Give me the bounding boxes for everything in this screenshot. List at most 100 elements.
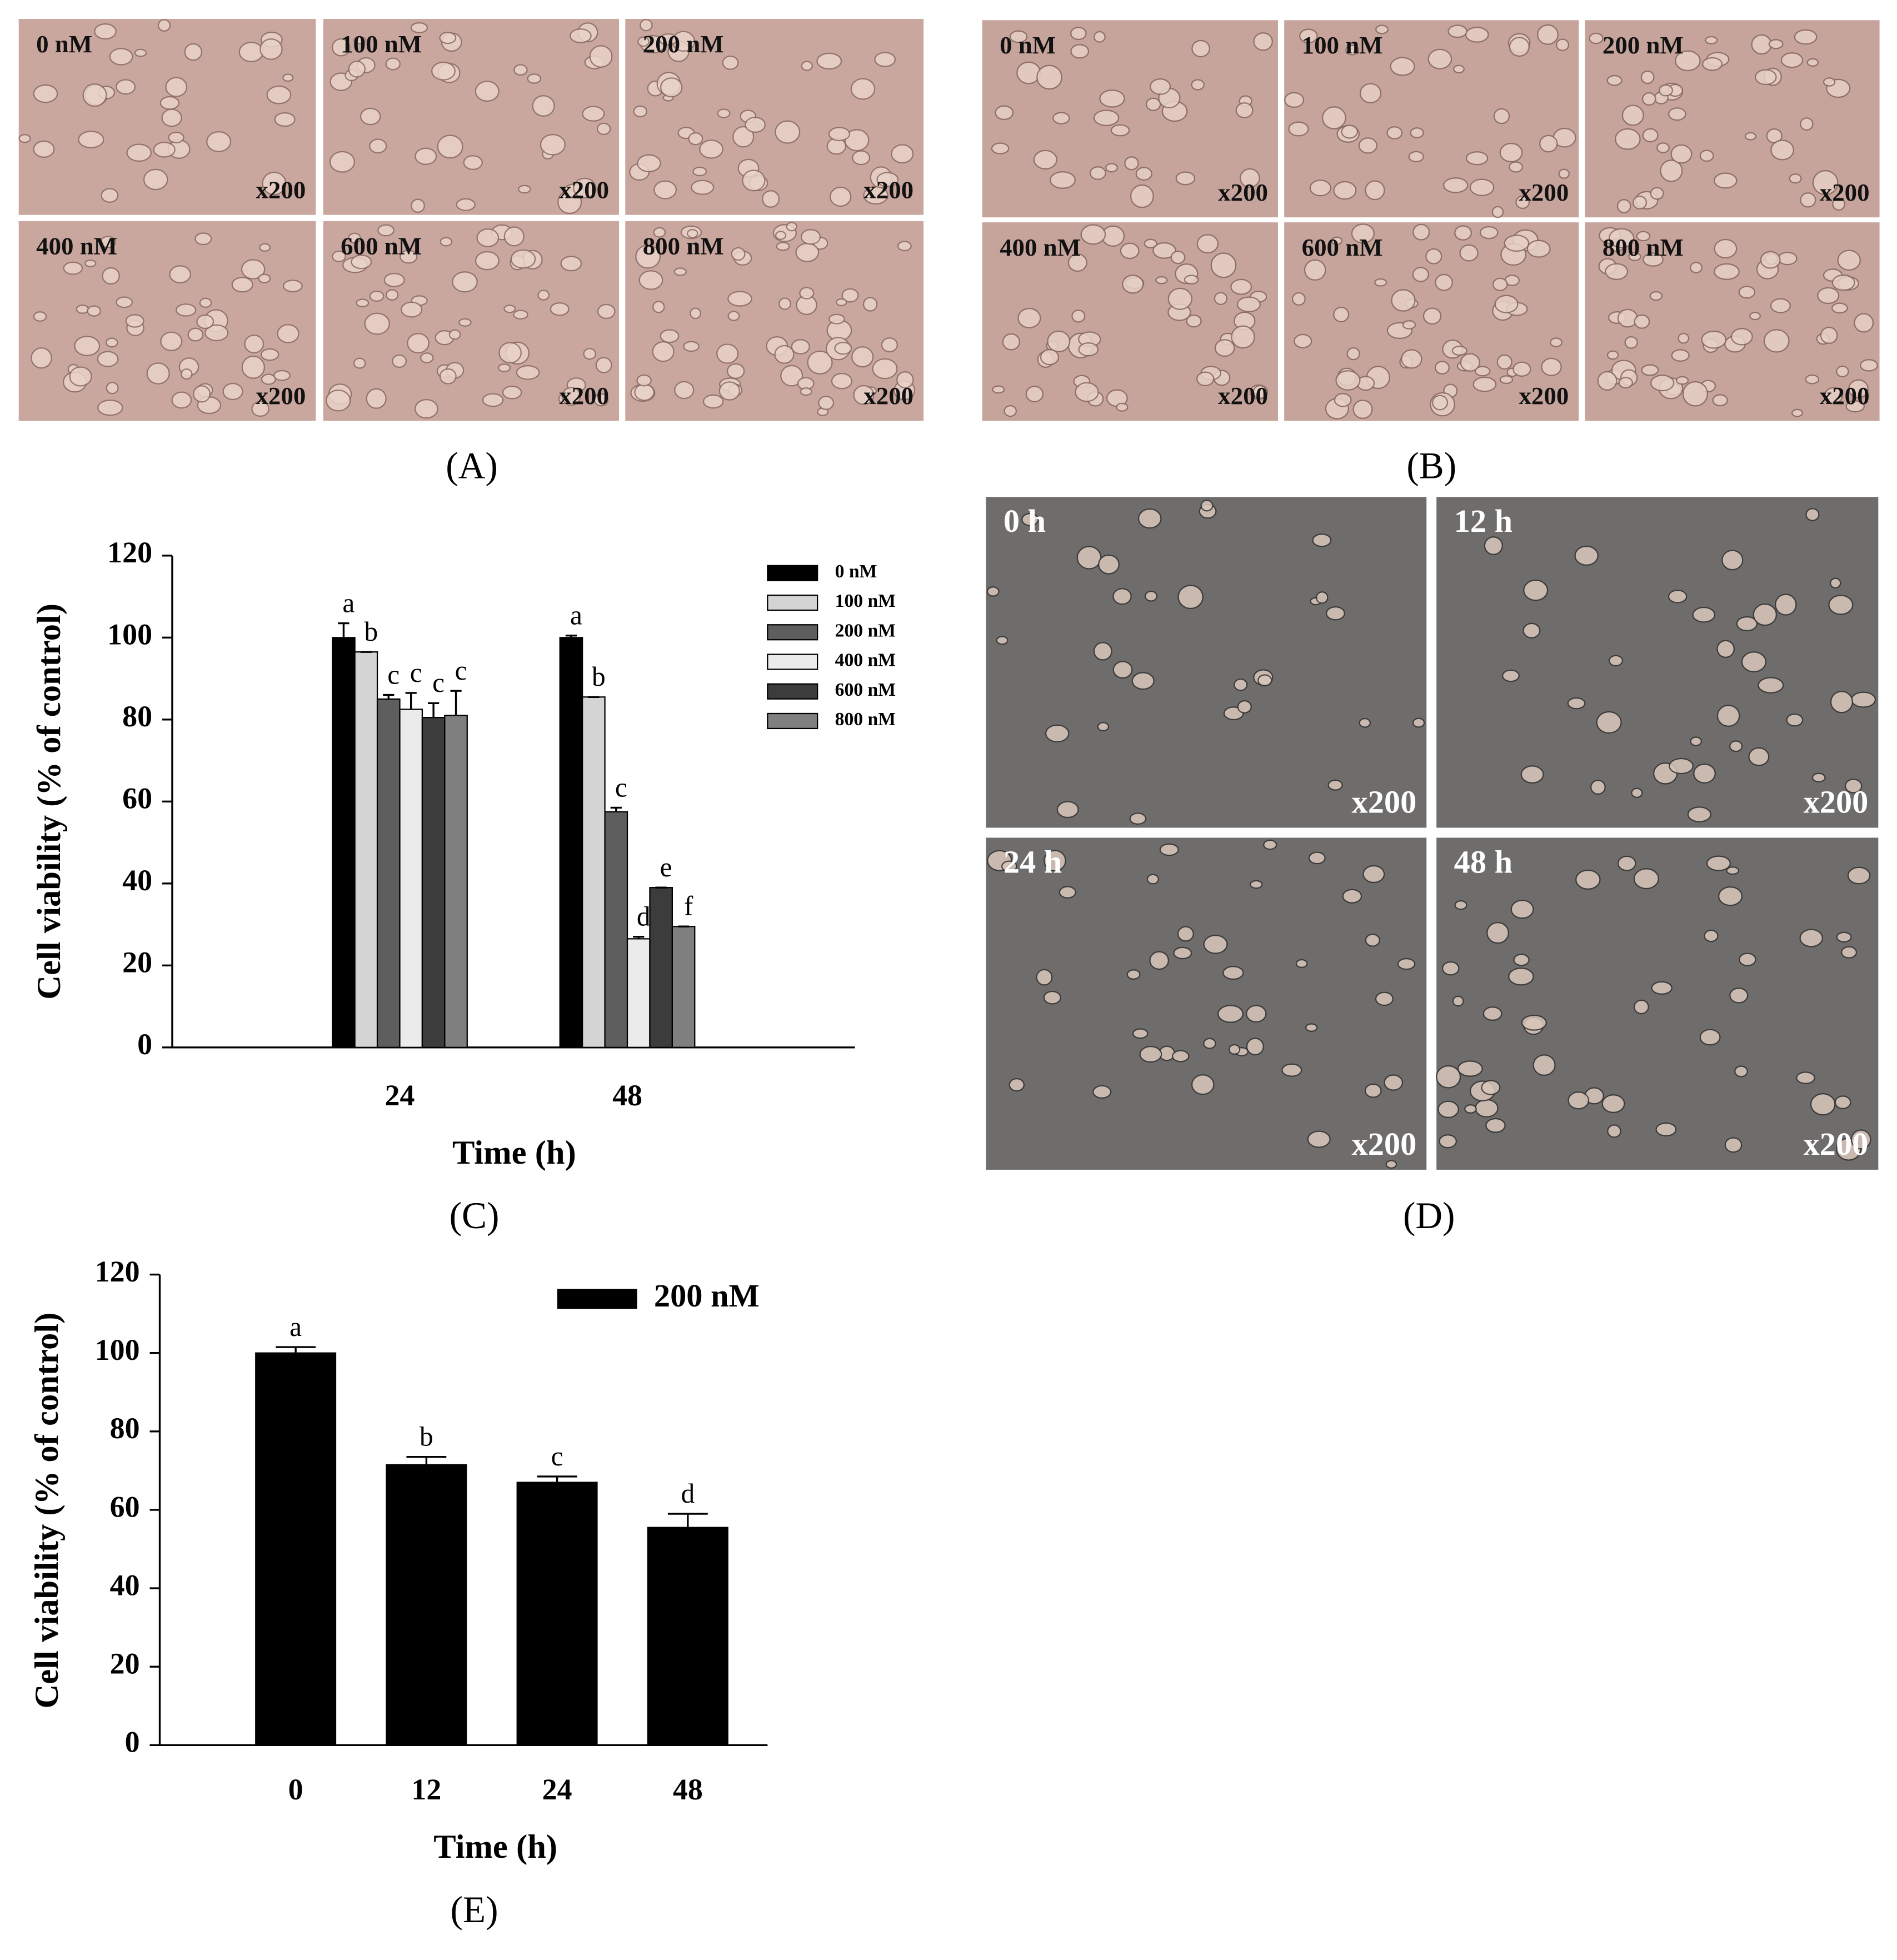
cell [1098,554,1120,575]
cell [1345,44,1360,56]
cell [1589,32,1604,44]
significance-letter: c [432,667,445,698]
cell [1831,275,1855,291]
magnification: x200 [559,176,609,204]
cell [853,385,875,405]
y-tick-label: 0 [137,1028,152,1061]
cell [1250,880,1263,889]
cell [1309,179,1331,197]
cell [1295,959,1308,968]
cell [1499,143,1523,163]
cell [1402,320,1416,330]
y-tick-label: 100 [107,618,152,651]
legend-label: 200 nM [835,620,896,641]
cell [1485,1118,1506,1133]
cell [1704,929,1719,942]
cell [1805,508,1820,521]
cell [818,396,835,410]
cell [1550,337,1562,347]
cell [1671,349,1690,362]
cell [1025,386,1044,403]
image-caption: 12 h [1454,503,1512,539]
cell [633,105,647,118]
cell [862,297,878,312]
cell [1730,328,1753,346]
cell [1753,603,1778,626]
cell [1668,107,1686,121]
cell [1342,889,1362,904]
cell [1129,812,1147,825]
cell [1806,58,1819,67]
cell [1522,622,1541,639]
cell [1346,347,1360,361]
cell [1050,171,1076,189]
cell [699,139,723,159]
x-tick-label: 24 [542,1773,572,1806]
cell [570,28,592,43]
significance-letter: c [387,659,400,690]
cell [1235,102,1254,118]
cell [1094,31,1106,43]
bar [604,811,628,1048]
cell [1076,546,1102,570]
error-bar [610,806,622,812]
cell [1670,144,1693,164]
cell [1739,952,1756,966]
cell [1253,32,1273,51]
cell [537,290,550,301]
bar [582,696,606,1048]
image-caption: 200 nM [643,30,724,58]
cell [351,255,372,270]
cell [1555,38,1570,51]
cell [836,298,847,307]
cell [196,314,214,330]
cell [33,311,47,322]
cell [1040,348,1060,366]
cell [1724,1137,1743,1153]
cell [1605,263,1629,280]
cell [1780,52,1804,68]
cell [1217,1005,1244,1023]
cell [76,305,89,314]
cell [1636,231,1651,242]
bar [671,926,696,1048]
cell [1171,1050,1190,1063]
cell [1854,313,1874,333]
cell [251,401,269,417]
cell [1834,1095,1851,1110]
cell [1397,957,1416,970]
cell [996,636,1009,645]
cell [33,140,55,158]
cell [99,236,116,248]
legend-swatch [767,683,818,700]
cell [134,48,147,57]
cell [986,586,1000,597]
cell [1606,350,1619,360]
cell [830,186,852,207]
cell [360,107,381,126]
cell [1191,39,1210,58]
cell [1484,536,1503,555]
cell [74,336,101,356]
cell [674,381,695,400]
cell [573,177,597,199]
magnification: x200 [1352,1126,1417,1162]
cell [1734,1065,1748,1078]
cell [1284,92,1305,108]
cell [1327,779,1343,791]
magnification: x200 [1352,784,1417,820]
cell [503,226,525,247]
cell [168,132,184,143]
cell [1004,405,1017,417]
cell [1558,168,1570,179]
cell [63,261,83,275]
cell [1481,1080,1501,1095]
cell [1001,860,1017,872]
cell [1690,736,1703,746]
cell [1823,77,1836,87]
cell [1847,866,1871,885]
cell [1321,106,1346,129]
cell [1491,206,1504,218]
magnification: x200 [1519,178,1569,206]
cell [369,290,385,302]
